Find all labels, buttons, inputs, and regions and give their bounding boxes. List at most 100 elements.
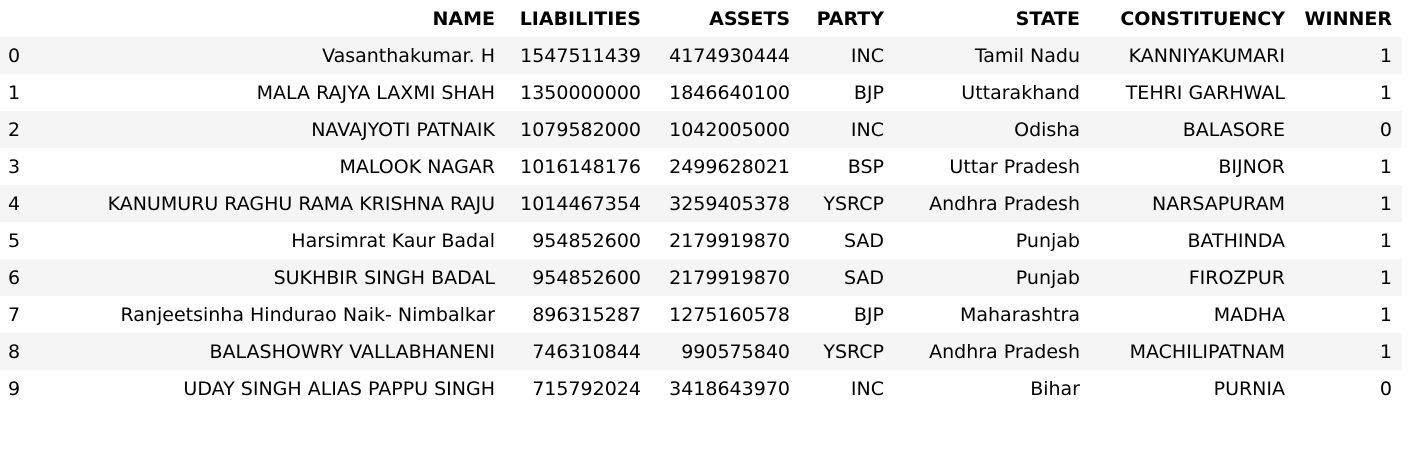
cell-assets: 4174930444 [669, 44, 790, 67]
cell-party: YSRCP [823, 340, 884, 363]
cell-party: SAD [843, 229, 884, 252]
cell-liabilities: 746310844 [532, 340, 641, 363]
cell-constituency: PURNIA [1213, 377, 1285, 400]
cell-assets: 1846640100 [669, 81, 790, 104]
cell-constituency: TEHRI GARHWAL [1125, 81, 1285, 104]
cell-name: UDAY SINGH ALIAS PAPPU SINGH [183, 377, 495, 400]
row-index: 2 [8, 118, 21, 141]
row-index: 0 [8, 44, 21, 67]
cell-party: BJP [853, 303, 884, 326]
cell-liabilities: 1350000000 [520, 81, 641, 104]
cell-liabilities: 1016148176 [520, 155, 641, 178]
cell-constituency: BATHINDA [1187, 229, 1285, 252]
cell-winner: 1 [1379, 266, 1392, 289]
cell-name: NAVAJYOTI PATNAIK [311, 118, 495, 141]
cell-assets: 990575840 [681, 340, 790, 363]
cell-name: MALOOK NAGAR [339, 155, 495, 178]
cell-winner: 0 [1379, 118, 1392, 141]
cell-party: INC [850, 44, 884, 67]
cell-name: SUKHBIR SINGH BADAL [273, 266, 495, 289]
table-header: NAME LIABILITIES ASSETS PARTY STATE CONS… [0, 0, 1402, 37]
cell-winner: 0 [1379, 377, 1392, 400]
cell-name: KANUMURU RAGHU RAMA KRISHNA RAJU [107, 192, 495, 215]
cell-constituency: MADHA [1213, 303, 1285, 326]
column-header-constituency: CONSTITUENCY [1120, 7, 1285, 30]
cell-state: Punjab [1015, 266, 1080, 289]
cell-constituency: KANNIYAKUMARI [1128, 44, 1285, 67]
cell-assets: 3418643970 [669, 377, 790, 400]
cell-state: Maharashtra [959, 303, 1080, 326]
cell-state: Punjab [1015, 229, 1080, 252]
cell-party: INC [850, 377, 884, 400]
cell-winner: 1 [1379, 44, 1392, 67]
cell-liabilities: 1079582000 [520, 118, 641, 141]
cell-constituency: MACHILIPATNAM [1129, 340, 1285, 363]
index-header [0, 0, 30, 37]
cell-state: Uttarakhand [961, 81, 1080, 104]
table-row: 7 Ranjeetsinha Hindurao Naik- Nimbalkar … [0, 296, 1402, 333]
column-header-assets: ASSETS [709, 7, 790, 30]
row-index: 4 [8, 192, 21, 215]
cell-party: INC [850, 118, 884, 141]
cell-party: YSRCP [823, 192, 884, 215]
cell-assets: 1042005000 [669, 118, 790, 141]
cell-assets: 2179919870 [669, 229, 790, 252]
cell-assets: 3259405378 [669, 192, 790, 215]
table-row: 8 BALASHOWRY VALLABHANENI 746310844 9905… [0, 333, 1402, 370]
cell-liabilities: 715792024 [532, 377, 641, 400]
table-row: 2 NAVAJYOTI PATNAIK 1079582000 104200500… [0, 111, 1402, 148]
column-header-winner: WINNER [1304, 7, 1392, 30]
cell-state: Andhra Pradesh [929, 192, 1080, 215]
cell-liabilities: 954852600 [532, 266, 641, 289]
row-index: 9 [8, 377, 21, 400]
cell-liabilities: 896315287 [532, 303, 641, 326]
cell-party: BJP [853, 81, 884, 104]
row-index: 3 [8, 155, 21, 178]
cell-name: Vasanthakumar. H [322, 44, 495, 67]
table-row: 6 SUKHBIR SINGH BADAL 954852600 21799198… [0, 259, 1402, 296]
column-header-state: STATE [1015, 7, 1080, 30]
cell-state: Odisha [1014, 118, 1080, 141]
header-row: NAME LIABILITIES ASSETS PARTY STATE CONS… [0, 0, 1402, 37]
cell-winner: 1 [1379, 192, 1392, 215]
row-index: 1 [8, 81, 21, 104]
cell-winner: 1 [1379, 81, 1392, 104]
cell-constituency: NARSAPURAM [1151, 192, 1285, 215]
cell-winner: 1 [1379, 303, 1392, 326]
table-body: 0 Vasanthakumar. H 1547511439 4174930444… [0, 37, 1402, 407]
table-row: 1 MALA RAJYA LAXMI SHAH 1350000000 18466… [0, 74, 1402, 111]
cell-name: Harsimrat Kaur Badal [291, 229, 495, 252]
cell-winner: 1 [1379, 155, 1392, 178]
row-index: 8 [8, 340, 21, 363]
cell-name: BALASHOWRY VALLABHANENI [209, 340, 495, 363]
cell-party: BSP [847, 155, 884, 178]
table-row: 4 KANUMURU RAGHU RAMA KRISHNA RAJU 10144… [0, 185, 1402, 222]
cell-winner: 1 [1379, 340, 1392, 363]
column-header-party: PARTY [816, 7, 884, 30]
row-index: 6 [8, 266, 21, 289]
column-header-name: NAME [432, 7, 496, 30]
table-row: 3 MALOOK NAGAR 1016148176 2499628021 BSP… [0, 148, 1402, 185]
cell-name: MALA RAJYA LAXMI SHAH [256, 81, 495, 104]
cell-state: Tamil Nadu [974, 44, 1080, 67]
dataframe-table: NAME LIABILITIES ASSETS PARTY STATE CONS… [0, 0, 1402, 407]
table-row: 5 Harsimrat Kaur Badal 954852600 2179919… [0, 222, 1402, 259]
cell-assets: 2179919870 [669, 266, 790, 289]
cell-liabilities: 954852600 [532, 229, 641, 252]
table-row: 0 Vasanthakumar. H 1547511439 4174930444… [0, 37, 1402, 74]
cell-constituency: BALASORE [1182, 118, 1285, 141]
cell-name: Ranjeetsinha Hindurao Naik- Nimbalkar [120, 303, 496, 326]
cell-constituency: BIJNOR [1218, 155, 1285, 178]
cell-winner: 1 [1379, 229, 1392, 252]
table-row: 9 UDAY SINGH ALIAS PAPPU SINGH 715792024… [0, 370, 1402, 407]
cell-state: Uttar Pradesh [949, 155, 1080, 178]
cell-state: Andhra Pradesh [929, 340, 1080, 363]
cell-constituency: FIROZPUR [1188, 266, 1285, 289]
cell-liabilities: 1547511439 [520, 44, 641, 67]
cell-assets: 1275160578 [669, 303, 790, 326]
column-header-liabilities: LIABILITIES [519, 7, 641, 30]
row-index: 5 [8, 229, 21, 252]
cell-state: Bihar [1030, 377, 1080, 400]
cell-party: SAD [843, 266, 884, 289]
cell-assets: 2499628021 [669, 155, 790, 178]
